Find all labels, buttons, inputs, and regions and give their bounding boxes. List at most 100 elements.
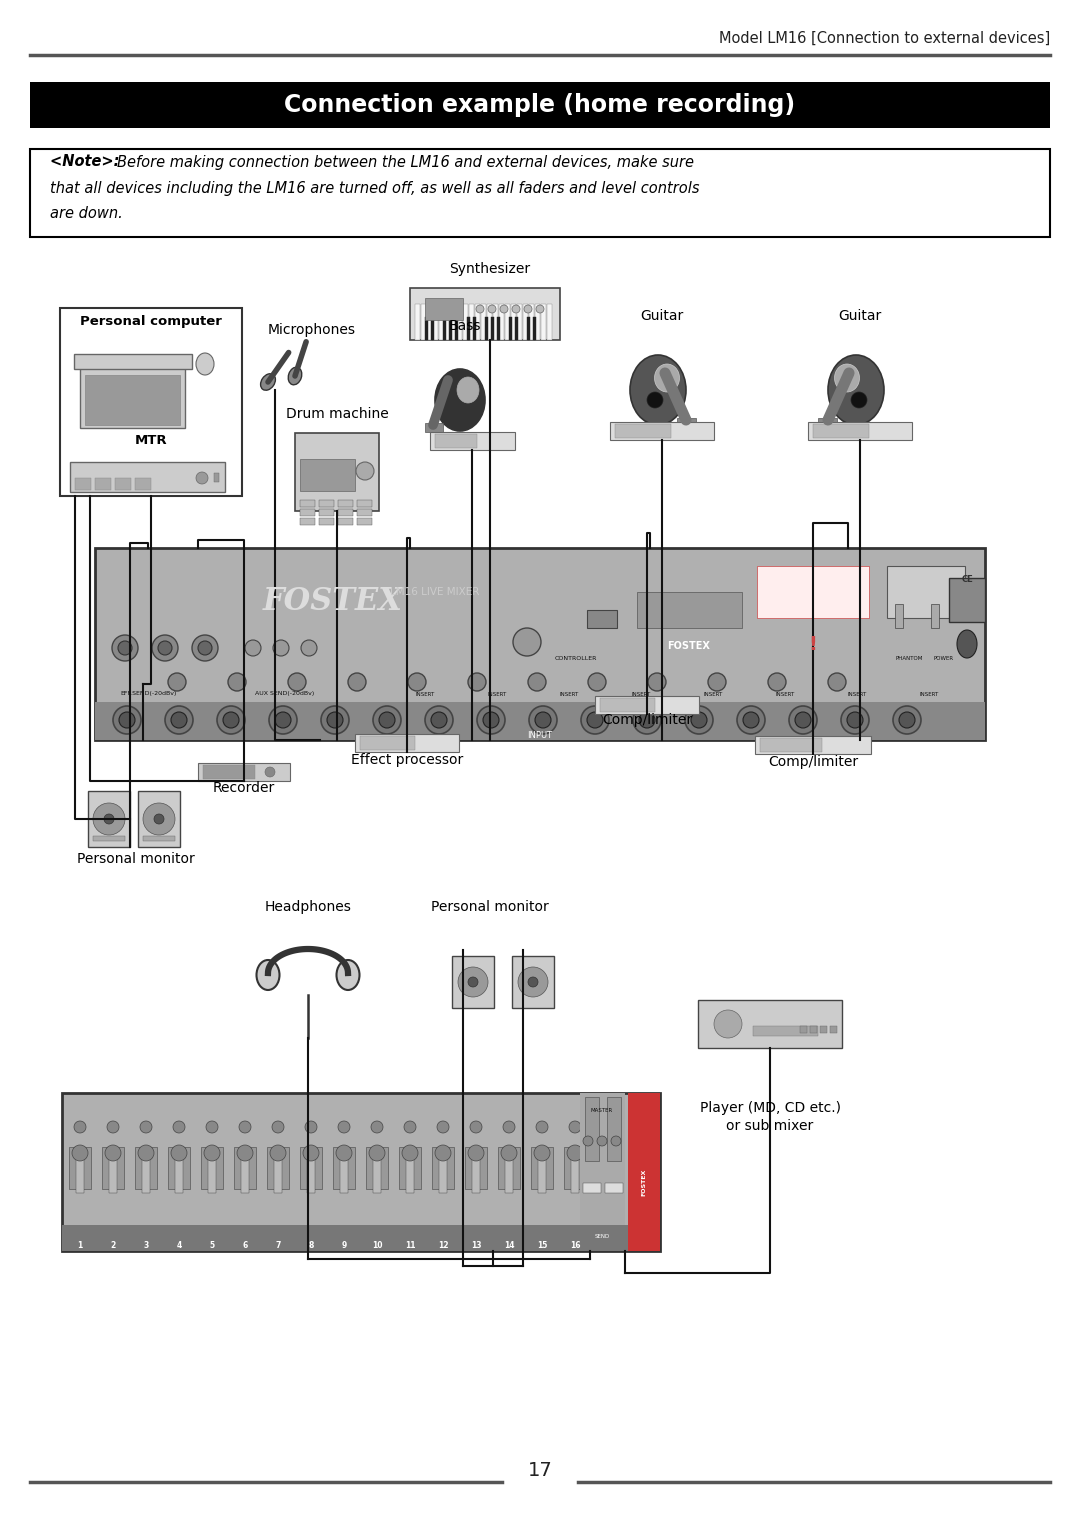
Bar — [69, 1148, 91, 1189]
Circle shape — [437, 1122, 449, 1132]
Circle shape — [477, 707, 505, 734]
Bar — [307, 1160, 315, 1193]
Circle shape — [536, 305, 544, 313]
Bar — [588, 610, 617, 629]
Circle shape — [195, 472, 208, 484]
Circle shape — [536, 1122, 548, 1132]
Bar — [109, 1160, 117, 1193]
Bar — [512, 955, 554, 1009]
Circle shape — [237, 1144, 253, 1161]
Text: 10: 10 — [372, 1241, 382, 1250]
Circle shape — [588, 713, 603, 728]
Bar — [75, 478, 91, 490]
Bar — [135, 478, 151, 490]
Bar — [198, 763, 291, 781]
Bar — [203, 765, 255, 778]
Bar — [595, 696, 699, 714]
Bar — [300, 501, 315, 507]
Bar — [70, 462, 225, 491]
Bar — [810, 1025, 816, 1033]
Bar — [426, 423, 443, 432]
Circle shape — [154, 813, 164, 824]
Circle shape — [535, 713, 551, 728]
Circle shape — [529, 707, 557, 734]
Circle shape — [404, 1122, 416, 1132]
Text: 14: 14 — [503, 1241, 514, 1250]
Circle shape — [569, 1122, 581, 1132]
Circle shape — [373, 707, 401, 734]
Circle shape — [611, 1135, 621, 1146]
Circle shape — [633, 707, 661, 734]
Bar — [546, 304, 552, 340]
Bar — [451, 304, 457, 340]
Bar — [564, 1148, 586, 1189]
Bar — [333, 1148, 355, 1189]
Text: 6: 6 — [242, 1241, 247, 1250]
Circle shape — [402, 1144, 418, 1161]
Text: are down.: are down. — [50, 206, 123, 221]
Text: INPUT: INPUT — [527, 731, 553, 740]
Bar — [85, 375, 180, 426]
Text: 2: 2 — [110, 1241, 116, 1250]
Bar — [583, 1183, 600, 1193]
Circle shape — [483, 713, 499, 728]
Bar — [267, 1148, 289, 1189]
Ellipse shape — [835, 365, 860, 392]
Bar — [355, 734, 459, 752]
Bar — [338, 517, 353, 525]
Bar — [585, 1097, 599, 1161]
Circle shape — [265, 768, 275, 777]
Bar — [517, 304, 523, 340]
Bar — [95, 702, 985, 740]
Bar — [887, 566, 966, 618]
Circle shape — [107, 1122, 119, 1132]
Circle shape — [435, 1144, 451, 1161]
Circle shape — [228, 673, 246, 691]
Text: Effect processor: Effect processor — [351, 752, 463, 768]
Circle shape — [431, 713, 447, 728]
Bar — [463, 304, 469, 340]
Circle shape — [372, 1122, 383, 1132]
Text: EFF.SEND(-20dBv): EFF.SEND(-20dBv) — [120, 691, 176, 696]
Circle shape — [288, 673, 306, 691]
Circle shape — [408, 673, 426, 691]
Circle shape — [639, 713, 654, 728]
Ellipse shape — [195, 353, 214, 375]
Circle shape — [648, 673, 666, 691]
Text: Guitar: Guitar — [838, 308, 881, 324]
Bar — [319, 510, 334, 516]
Bar — [87, 790, 130, 847]
Bar — [541, 304, 546, 340]
Circle shape — [501, 1144, 517, 1161]
Circle shape — [338, 1122, 350, 1132]
Bar — [438, 1160, 447, 1193]
Bar — [295, 433, 379, 511]
Circle shape — [93, 803, 125, 835]
Bar — [615, 424, 671, 438]
Circle shape — [269, 707, 297, 734]
Bar — [760, 739, 822, 752]
Bar — [813, 424, 869, 438]
Bar — [818, 418, 837, 427]
Circle shape — [222, 713, 239, 728]
Circle shape — [198, 641, 212, 655]
Text: PHANTOM: PHANTOM — [895, 656, 922, 661]
Ellipse shape — [457, 377, 480, 403]
Circle shape — [303, 1144, 319, 1161]
Bar — [931, 604, 939, 629]
Bar — [435, 433, 477, 449]
Bar — [485, 317, 488, 340]
Circle shape — [685, 707, 713, 734]
Bar — [76, 1160, 84, 1193]
Circle shape — [245, 639, 261, 656]
Text: MTR: MTR — [135, 433, 167, 447]
Circle shape — [789, 707, 816, 734]
Text: POWER: POWER — [933, 656, 954, 661]
Circle shape — [272, 1122, 284, 1132]
Bar — [800, 1025, 807, 1033]
Circle shape — [647, 392, 663, 407]
Bar — [143, 836, 175, 841]
Bar — [465, 1148, 487, 1189]
Circle shape — [336, 1144, 352, 1161]
Bar — [208, 1160, 216, 1193]
